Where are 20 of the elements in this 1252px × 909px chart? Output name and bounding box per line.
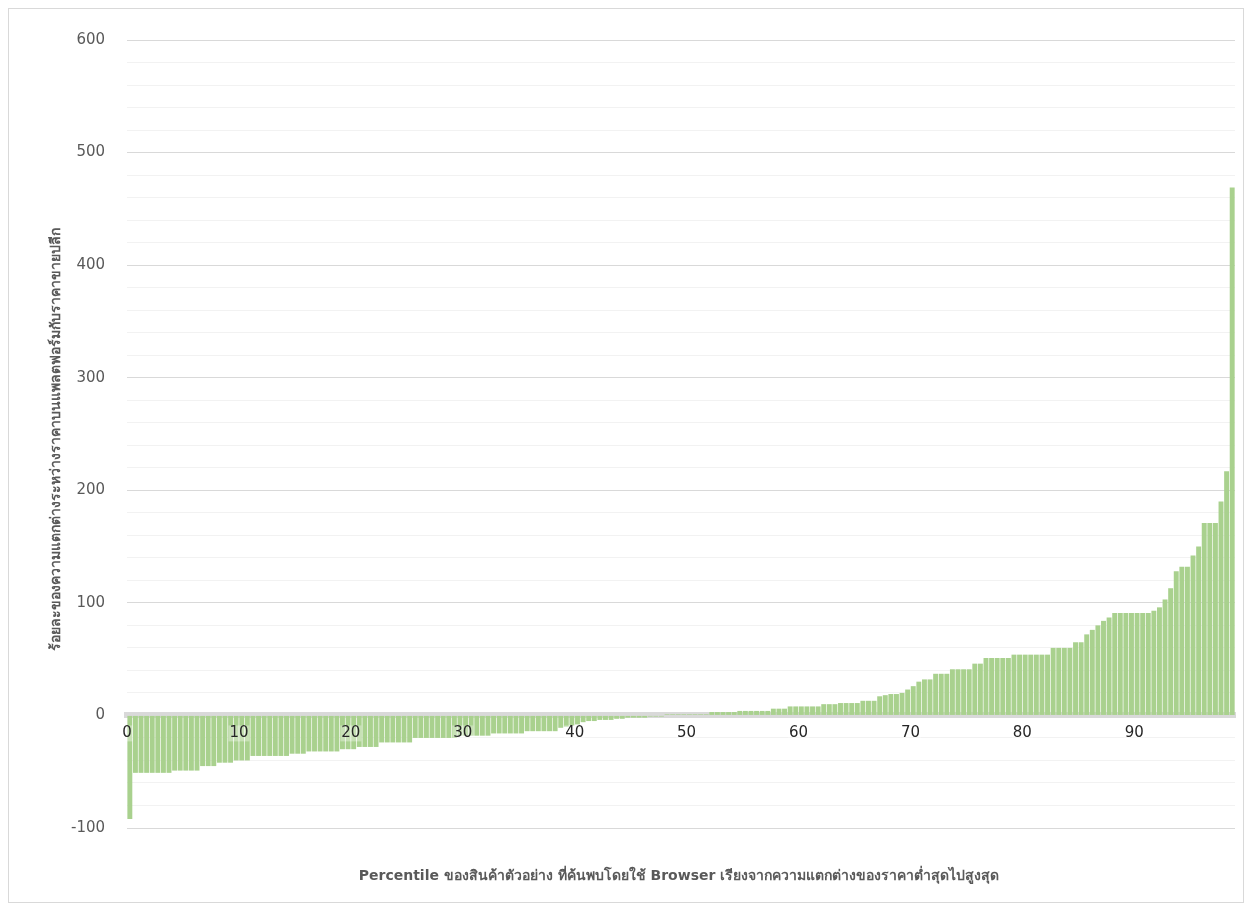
- y-tick-label: 300: [76, 367, 106, 386]
- x-tick-label: 70: [900, 722, 920, 741]
- y-tick-label: 100: [76, 592, 106, 611]
- x-tick-label: 30: [453, 722, 473, 741]
- y-tick-label: 600: [76, 29, 106, 48]
- y-tick-label: -100: [71, 817, 106, 836]
- x-tick-label: 60: [788, 722, 809, 741]
- x-tick-label: 80: [1012, 722, 1032, 741]
- x-tick-label: 0: [122, 722, 132, 741]
- x-tick-label: 50: [677, 722, 697, 741]
- y-tick-label: 200: [76, 480, 106, 499]
- y-tick-label: 400: [76, 255, 106, 274]
- y-tick-label: 500: [76, 142, 106, 161]
- x-tick-label: 90: [1124, 722, 1144, 741]
- x-tick-label: 40: [565, 722, 585, 741]
- x-tick-label: 10: [229, 722, 249, 741]
- y-axis-title: ร้อยละของความแตกต่างระหว่างราคาบนแพลตฟอร์มกับราคาขายปลีก: [45, 227, 63, 651]
- y-tick-label: 0: [95, 705, 106, 724]
- x-tick-label: 20: [341, 722, 361, 741]
- x-axis-title: Percentile ของสินค้าตัวอย่าง ที่ค้นพบโดยใช้ Browser เรียงจากความแตกต่างของราคาต่ำสุดไปสูงสุด: [357, 864, 1001, 886]
